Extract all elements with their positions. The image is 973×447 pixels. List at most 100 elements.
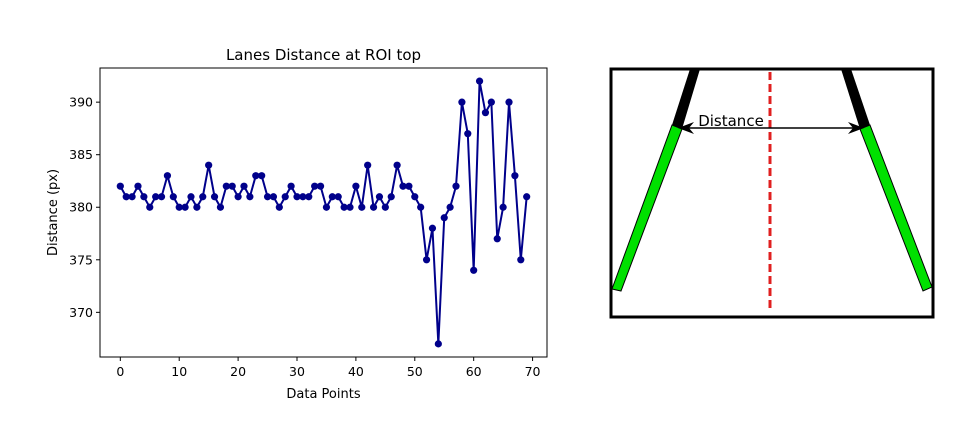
data-point <box>146 203 154 211</box>
data-point <box>493 235 501 243</box>
data-point <box>222 182 230 190</box>
data-point <box>240 182 248 190</box>
data-point <box>428 224 437 232</box>
data-point <box>116 182 124 190</box>
distance-arrow-head-left <box>678 122 694 134</box>
data-point <box>352 182 360 190</box>
right-lane-lower-segment <box>859 124 933 292</box>
data-point <box>470 266 478 274</box>
left-lane-upper-segment <box>672 69 700 129</box>
data-point <box>381 203 389 211</box>
data-point <box>152 193 160 201</box>
data-point <box>523 193 531 201</box>
data-point <box>464 130 472 138</box>
data-point <box>281 193 289 201</box>
x-axis-ticks: 0 10 20 30 40 50 60 70 <box>116 357 541 379</box>
data-point <box>434 340 442 348</box>
data-point <box>505 98 513 106</box>
data-point <box>205 161 213 169</box>
data-point <box>134 182 142 190</box>
lane-distance-diagram: Distance <box>609 67 935 319</box>
data-point <box>452 182 460 190</box>
y-tick-label: 370 <box>69 305 93 320</box>
data-point <box>275 203 283 211</box>
y-tick-label: 390 <box>69 95 93 110</box>
data-point <box>246 193 254 201</box>
y-tick-label: 380 <box>69 200 93 215</box>
data-point <box>511 172 519 180</box>
data-point <box>157 193 166 201</box>
data-point <box>375 193 384 201</box>
data-point <box>258 172 266 180</box>
data-point <box>446 203 454 211</box>
data-point <box>440 214 448 222</box>
data-point <box>475 77 484 85</box>
x-tick-label: 20 <box>230 364 246 379</box>
y-tick-label: 375 <box>69 252 93 267</box>
y-axis-label: Distance (px) <box>46 169 61 256</box>
data-point <box>199 193 207 201</box>
plot-frame <box>99 67 548 358</box>
data-point <box>405 182 413 190</box>
data-point <box>299 193 307 201</box>
data-point <box>487 98 495 106</box>
data-point <box>316 182 325 190</box>
data-point <box>328 193 336 201</box>
data-point <box>228 182 236 190</box>
data-point <box>517 256 525 264</box>
data-point <box>128 193 136 201</box>
x-tick-label: 50 <box>407 364 423 379</box>
data-point <box>187 193 195 201</box>
chart-title: Lanes Distance at ROI top <box>226 46 421 64</box>
x-tick-label: 30 <box>289 364 305 379</box>
data-point <box>364 161 372 169</box>
data-point <box>305 193 313 201</box>
x-tick-label: 10 <box>171 364 187 379</box>
x-tick-label: 40 <box>348 364 364 379</box>
data-point <box>387 193 395 201</box>
series-line <box>119 80 528 344</box>
line-chart: Lanes Distance at ROI top 370 375 380 385 39… <box>46 46 548 402</box>
x-tick-label: 70 <box>525 364 541 379</box>
data-point <box>210 193 219 201</box>
data-point <box>369 203 378 211</box>
x-tick-label: 60 <box>466 364 482 379</box>
data-point <box>358 203 366 211</box>
distance-arrow-head-right <box>848 122 864 134</box>
data-point <box>458 98 466 106</box>
data-point <box>311 182 319 190</box>
data-point <box>481 109 490 117</box>
data-point <box>181 203 189 211</box>
distance-label: Distance <box>698 112 764 130</box>
y-tick-label: 385 <box>69 147 93 162</box>
diagram-frame <box>609 67 935 319</box>
series-markers <box>116 77 531 348</box>
data-point <box>252 172 260 180</box>
data-point <box>411 193 419 201</box>
data-point <box>293 193 301 201</box>
data-point <box>287 182 295 190</box>
x-axis-label: Data Points <box>286 387 360 402</box>
right-lane-upper-segment <box>841 69 870 129</box>
data-point <box>140 193 148 201</box>
data-point <box>399 182 407 190</box>
data-point <box>122 193 130 201</box>
data-point <box>346 203 354 211</box>
data-point <box>422 256 431 264</box>
data-point <box>193 203 201 211</box>
data-point <box>234 193 242 201</box>
data-point <box>417 203 425 211</box>
data-point <box>269 193 278 201</box>
data-point <box>322 203 331 211</box>
data-point <box>393 161 401 169</box>
x-tick-label: 0 <box>116 364 124 379</box>
y-axis-ticks: 370 375 380 385 390 <box>69 95 100 320</box>
data-point <box>263 193 272 201</box>
data-point <box>334 193 342 201</box>
data-point <box>499 203 507 211</box>
data-point <box>216 203 225 211</box>
data-point <box>163 172 172 180</box>
data-point <box>175 203 183 211</box>
left-lane-lower-segment <box>611 124 683 292</box>
